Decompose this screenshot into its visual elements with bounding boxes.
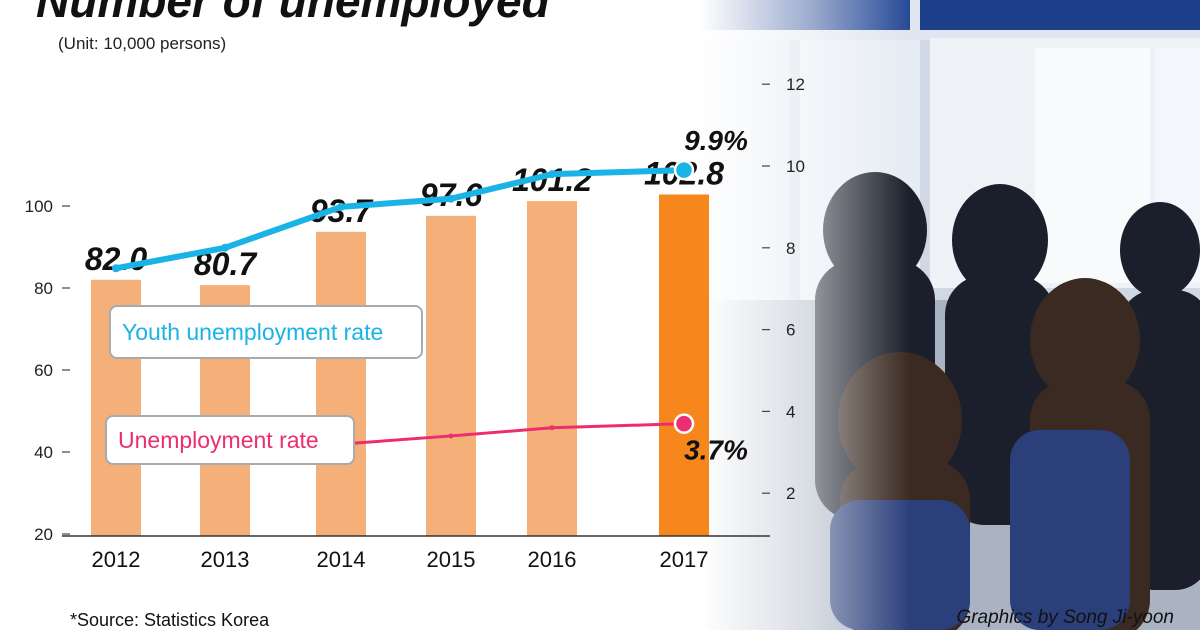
youth-unemployment-endpoint	[673, 159, 695, 181]
y-tick-label-60: 60	[34, 361, 53, 380]
youth-unemployment-point-2015	[447, 194, 455, 203]
youth-unemployment-point-2012	[112, 264, 120, 273]
source-note: *Source: Statistics Korea	[70, 610, 270, 630]
y-tick-label-20: 20	[34, 525, 53, 544]
y-tick-label-80: 80	[34, 279, 53, 298]
unemployment-legend-box	[105, 415, 355, 465]
y2-tick-label-12: 12	[786, 75, 805, 94]
youth-unemployment-point-2016	[548, 170, 556, 179]
y-tick-label-100: 100	[25, 197, 53, 216]
unemployment-endpoint	[673, 413, 695, 434]
job-fair-photo-illustration	[700, 0, 1200, 630]
y2-tick-label-8: 8	[786, 239, 795, 258]
bar-2017	[659, 194, 709, 536]
unemployment-point-2015	[448, 433, 454, 439]
chart-title: Number of unemployed	[36, 0, 550, 27]
x-tick-label-2012: 2012	[92, 547, 141, 572]
y2-tick-label-6: 6	[786, 321, 795, 340]
y2-tick-label-2: 2	[786, 484, 795, 503]
youth-unemployment-end-label: 9.9%	[684, 125, 748, 156]
bar-2015	[426, 215, 476, 536]
bar-value-label-2014: 93.7	[310, 193, 374, 229]
unemployment-end-label: 3.7%	[684, 435, 748, 466]
youth-unemployment-legend-label: Youth unemployment rate	[122, 319, 383, 345]
x-tick-label-2014: 2014	[317, 547, 366, 572]
x-tick-label-2017: 2017	[660, 547, 709, 572]
x-tick-label-2016: 2016	[528, 547, 577, 572]
job-fair-photo	[700, 0, 1200, 630]
youth-unemployment-line	[113, 167, 687, 272]
bar-2014	[316, 231, 366, 536]
x-tick-label-2013: 2013	[201, 547, 250, 572]
x-tick-label-2015: 2015	[427, 547, 476, 572]
unemployment-legend-label: Unemployment rate	[118, 427, 319, 453]
y-tick-label-40: 40	[34, 443, 53, 462]
bar-2016	[527, 201, 577, 536]
y2-tick-label-10: 10	[786, 157, 805, 176]
unemployment-point-2016	[549, 425, 555, 431]
unit-note: (Unit: 10,000 persons)	[58, 34, 227, 53]
youth-unemployment-point-2013	[221, 243, 229, 252]
y2-tick-label-4: 4	[786, 402, 795, 421]
youth-unemployment-legend-box	[109, 305, 423, 359]
youth-unemployment-point-2014	[337, 202, 345, 211]
graphics-credit: Graphics by Song Ji-yoon	[956, 607, 1174, 628]
